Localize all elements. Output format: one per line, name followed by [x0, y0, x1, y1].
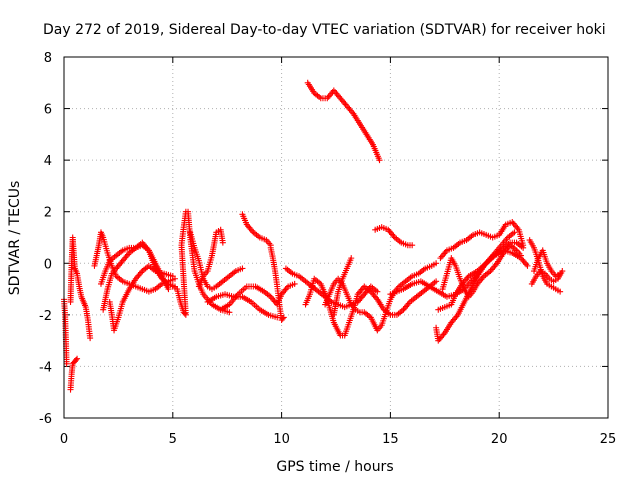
plot-border: [63, 56, 609, 419]
series-arc-8: [169, 208, 233, 318]
series-arc-14: [267, 244, 287, 324]
y-tick-label: 2: [44, 206, 52, 221]
data-point: [226, 309, 233, 316]
series-arc-2: [67, 355, 81, 393]
grid-lines: [64, 57, 608, 418]
data-point: [165, 286, 172, 293]
data-point: [433, 260, 440, 267]
series-arc-1: [61, 296, 70, 367]
series-arc-11: [204, 291, 281, 321]
data-point: [72, 356, 79, 363]
y-axis-label: SDTVAR / TECUs: [7, 181, 23, 296]
data-point: [376, 157, 383, 164]
data-point: [348, 255, 355, 262]
data-point: [291, 280, 298, 287]
series-arc-24: [437, 219, 527, 262]
data-point: [524, 262, 531, 269]
series-arc-3: [67, 234, 94, 342]
series-arc-20: [372, 224, 416, 249]
data-point: [557, 270, 564, 277]
data-point: [520, 242, 527, 249]
data-point: [181, 310, 188, 317]
x-tick-label: 25: [600, 432, 617, 447]
data-point: [279, 315, 286, 322]
data-point: [74, 355, 81, 362]
x-tick-label: 20: [491, 432, 508, 447]
series-arc-13: [239, 211, 274, 249]
y-tick-label: 8: [44, 51, 52, 66]
series-arc-6: [100, 239, 178, 313]
x-tick-label: 5: [169, 432, 177, 447]
series-arc-12: [217, 280, 298, 313]
x-tick-label: 0: [60, 432, 68, 447]
y-tick-label: -6: [39, 412, 52, 427]
series-arc-10: [195, 226, 226, 290]
data-point: [169, 273, 176, 280]
data-point: [239, 265, 246, 272]
series-arc-4: [91, 229, 178, 295]
series-arc-19: [304, 79, 383, 164]
data-point: [557, 288, 564, 295]
data-point: [280, 314, 287, 321]
data-point: [517, 252, 524, 259]
series-arc-17: [322, 260, 440, 334]
data-points: [61, 79, 566, 393]
x-axis-label: GPS time / hours: [276, 459, 393, 475]
chart-title: Day 272 of 2019, Sidereal Day-to-day VTE…: [43, 22, 606, 38]
series-arc-18: [330, 255, 355, 318]
y-tick-label: -2: [39, 309, 52, 324]
data-point: [63, 360, 70, 367]
y-tick-label: 0: [44, 257, 52, 272]
data-point: [219, 239, 226, 246]
y-tick-label: 6: [44, 103, 52, 118]
x-tick-label: 10: [273, 432, 290, 447]
data-point: [374, 288, 381, 295]
y-tick-label: -4: [39, 360, 52, 375]
series-arc-25: [439, 242, 524, 300]
data-point: [433, 278, 440, 285]
data-point: [409, 242, 416, 249]
data-point: [87, 335, 94, 342]
series-arc-7: [106, 262, 176, 334]
y-tick-label: 4: [44, 154, 52, 169]
series-arc-28: [531, 247, 564, 280]
x-tick-label: 15: [382, 432, 399, 447]
